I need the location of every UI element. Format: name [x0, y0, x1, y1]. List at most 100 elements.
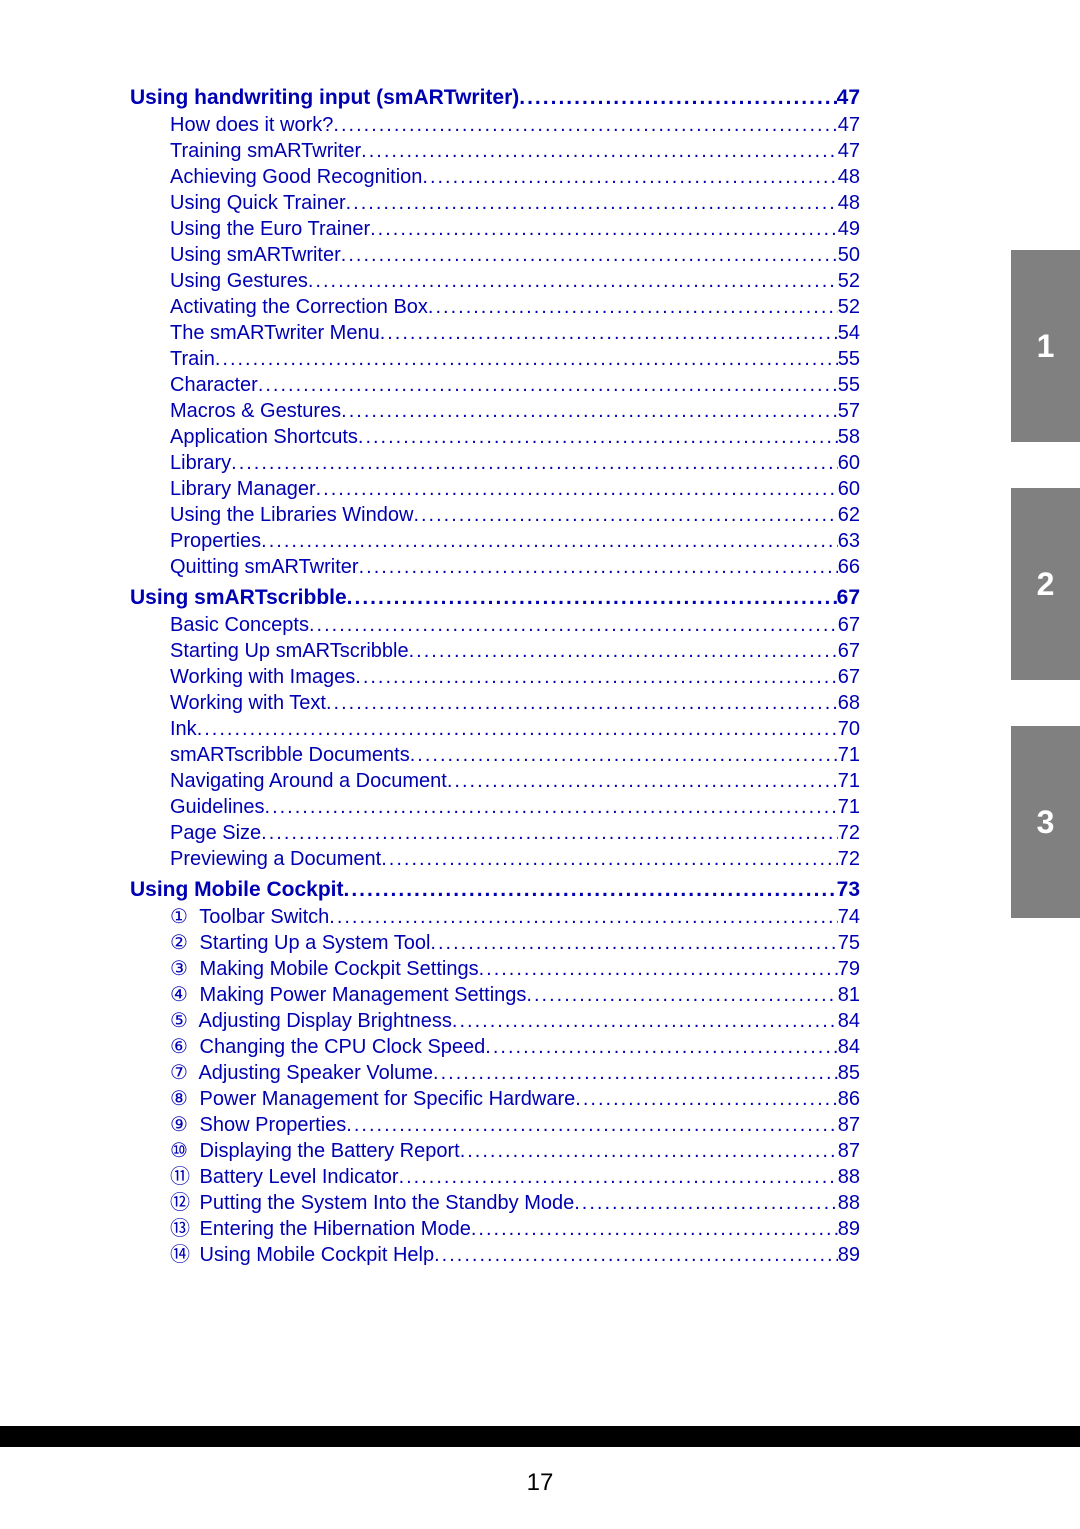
side-tab-3[interactable]: 3: [1011, 726, 1080, 918]
toc-sub-title: Using the Euro Trainer: [170, 216, 370, 242]
toc-sub-entry[interactable]: Quitting smARTwriter ...................…: [170, 554, 860, 580]
toc-sub-title: ⑬ Entering the Hibernation Mode: [170, 1216, 471, 1242]
toc-sub-entry[interactable]: ⑪ Battery Level Indicator ..............…: [170, 1164, 860, 1190]
toc-sub-title: Guidelines: [170, 794, 265, 820]
toc-sub-title: Basic Concepts: [170, 612, 309, 638]
side-tab-2[interactable]: 2: [1011, 488, 1080, 680]
toc-sub-page: 63: [838, 528, 860, 554]
toc-sub-page: 81: [838, 982, 860, 1008]
toc-sub-page: 67: [838, 638, 860, 664]
toc-sub-page: 88: [838, 1164, 860, 1190]
toc-section-page: 73: [837, 878, 860, 902]
toc-leader: ........................................…: [479, 956, 838, 982]
toc-sub-title: Working with Images: [170, 664, 355, 690]
toc-sub-entry[interactable]: Using smARTwriter ......................…: [170, 242, 860, 268]
toc-sub-entry[interactable]: Application Shortcuts ..................…: [170, 424, 860, 450]
toc-sub-entry[interactable]: Using Quick Trainer ....................…: [170, 190, 860, 216]
toc-sub-entry[interactable]: Macros & Gestures ......................…: [170, 398, 860, 424]
toc-sub-entry[interactable]: ⑭ Using Mobile Cockpit Help ............…: [170, 1242, 860, 1268]
toc-sub-title: Quitting smARTwriter: [170, 554, 359, 580]
toc-sub-entry[interactable]: ⑨ Show Properties ......................…: [170, 1112, 860, 1138]
toc-leader: ........................................…: [526, 982, 837, 1008]
toc-sub-page: 62: [838, 502, 860, 528]
toc-sub-title: ⑩ Displaying the Battery Report: [170, 1138, 460, 1164]
toc-sub-entry[interactable]: Character ..............................…: [170, 372, 860, 398]
side-tab-1[interactable]: 1: [1011, 250, 1080, 442]
toc-sub-entry[interactable]: ⑦ Adjusting Speaker Volume .............…: [170, 1060, 860, 1086]
toc-sub-entry[interactable]: Library ................................…: [170, 450, 860, 476]
toc-sub-entry[interactable]: Using the Libraries Window .............…: [170, 502, 860, 528]
toc-sub-entry[interactable]: Library Manager ........................…: [170, 476, 860, 502]
toc-section[interactable]: Using smARTscribble ....................…: [130, 586, 860, 610]
toc-leader: ........................................…: [309, 612, 838, 638]
toc-leader: ........................................…: [428, 294, 838, 320]
circled-number-icon: ④: [170, 982, 194, 1008]
toc-section-page: 67: [837, 586, 860, 610]
toc-sub-entry[interactable]: Guidelines .............................…: [170, 794, 860, 820]
toc-sub-page: 87: [838, 1138, 860, 1164]
toc-sub-entry[interactable]: How does it work? ......................…: [170, 112, 860, 138]
page-number: 17: [0, 1469, 1080, 1497]
toc-sub-page: 57: [838, 398, 860, 424]
toc-sub-entry[interactable]: smARTscribble Documents ................…: [170, 742, 860, 768]
toc-sub-entry[interactable]: Ink ....................................…: [170, 716, 860, 742]
toc-sub-entry[interactable]: Starting Up smARTscribble ..............…: [170, 638, 860, 664]
toc-sub-entry[interactable]: ⑥ Changing the CPU Clock Speed .........…: [170, 1034, 860, 1060]
toc-leader: ........................................…: [471, 1216, 838, 1242]
toc-leader: ........................................…: [485, 1034, 837, 1060]
toc-sub-title: Application Shortcuts: [170, 424, 358, 450]
toc-sub-page: 50: [838, 242, 860, 268]
toc-sub-entry[interactable]: Navigating Around a Document ...........…: [170, 768, 860, 794]
toc-sub-page: 86: [838, 1086, 860, 1112]
toc-sub-page: 49: [838, 216, 860, 242]
toc-leader: ........................................…: [215, 346, 838, 372]
toc-sub-page: 47: [838, 112, 860, 138]
toc-sub-title: ⑪ Battery Level Indicator: [170, 1164, 399, 1190]
toc-leader: ........................................…: [447, 768, 838, 794]
circled-number-icon: ①: [170, 904, 194, 930]
toc-sub-title: Library Manager: [170, 476, 316, 502]
toc-sub-title: Using Quick Trainer: [170, 190, 346, 216]
toc-section[interactable]: Using Mobile Cockpit ...................…: [130, 878, 860, 902]
toc-sub-title: Activating the Correction Box: [170, 294, 428, 320]
toc-sub-page: 48: [838, 190, 860, 216]
toc-sub-entry[interactable]: Previewing a Document ..................…: [170, 846, 860, 872]
toc-sub-page: 74: [838, 904, 860, 930]
toc-sub-entry[interactable]: Using Gestures .........................…: [170, 268, 860, 294]
toc-sub-entry[interactable]: ⑬ Entering the Hibernation Mode ........…: [170, 1216, 860, 1242]
toc-sub-entry[interactable]: Training smARTwriter ...................…: [170, 138, 860, 164]
toc-sub-entry[interactable]: Train ..................................…: [170, 346, 860, 372]
toc-leader: ........................................…: [399, 1164, 838, 1190]
toc-leader: ........................................…: [460, 1138, 838, 1164]
toc-sub-title: Page Size: [170, 820, 261, 846]
toc-sub-entry[interactable]: Achieving Good Recognition .............…: [170, 164, 860, 190]
toc-sub-entry[interactable]: Properties .............................…: [170, 528, 860, 554]
toc-sub-title: ⑫ Putting the System Into the Standby Mo…: [170, 1190, 574, 1216]
toc-sub-page: 47: [838, 138, 860, 164]
toc-sub-entry[interactable]: Activating the Correction Box ..........…: [170, 294, 860, 320]
toc-sub-title: Starting Up smARTscribble: [170, 638, 409, 664]
toc-section[interactable]: Using handwriting input (smARTwriter) ..…: [130, 86, 860, 110]
toc-sub-page: 89: [838, 1242, 860, 1268]
toc-sub-entry[interactable]: ⑫ Putting the System Into the Standby Mo…: [170, 1190, 860, 1216]
toc-sub-entry[interactable]: ⑩ Displaying the Battery Report ........…: [170, 1138, 860, 1164]
toc-sub-entry[interactable]: ① Toolbar Switch .......................…: [170, 904, 860, 930]
toc-leader: ........................................…: [361, 138, 838, 164]
toc-sub-entry[interactable]: Working with Images ....................…: [170, 664, 860, 690]
toc-sub-entry[interactable]: The smARTwriter Menu ...................…: [170, 320, 860, 346]
circled-number-icon: ⑦: [170, 1060, 194, 1086]
toc-sub-entry[interactable]: ⑤ Adjusting Display Brightness .........…: [170, 1008, 860, 1034]
toc-sub-entry[interactable]: Working with Text ......................…: [170, 690, 860, 716]
toc-sub-entry[interactable]: Basic Concepts .........................…: [170, 612, 860, 638]
toc-sub-page: 60: [838, 450, 860, 476]
toc-sub-entry[interactable]: ⑧ Power Management for Specific Hardware…: [170, 1086, 860, 1112]
toc-sub-entry[interactable]: ② Starting Up a System Tool ............…: [170, 930, 860, 956]
toc-sub-entry[interactable]: Using the Euro Trainer .................…: [170, 216, 860, 242]
toc-leader: ........................................…: [433, 1060, 838, 1086]
toc-sub-entry[interactable]: Page Size ..............................…: [170, 820, 860, 846]
toc-sub-page: 60: [838, 476, 860, 502]
toc-sub-entry[interactable]: ③ Making Mobile Cockpit Settings .......…: [170, 956, 860, 982]
toc-sub-page: 87: [838, 1112, 860, 1138]
toc-sub-title: Using the Libraries Window: [170, 502, 413, 528]
toc-sub-entry[interactable]: ④ Making Power Management Settings .....…: [170, 982, 860, 1008]
